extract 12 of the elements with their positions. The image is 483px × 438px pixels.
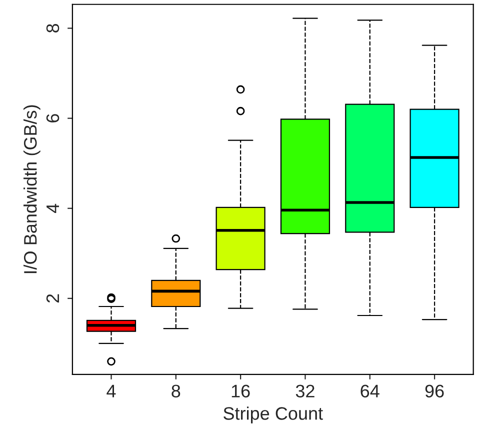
y-axis-title: I/O Bandwidth (GB/s) (24, 105, 40, 274)
y-tick-label: 4 (46, 204, 59, 213)
y-tick-label: 2 (46, 294, 59, 303)
x-tick-label: 64 (360, 384, 380, 398)
x-tick-label: 32 (296, 384, 314, 398)
x-tick-label: 16 (232, 384, 250, 398)
x-axis-title: Stripe Count (224, 406, 323, 424)
x-tick-label: 96 (425, 384, 444, 398)
y-tick-label: 8 (46, 24, 60, 32)
x-tick-label: 4 (106, 384, 116, 398)
x-tick-label: 8 (172, 384, 180, 398)
y-tick-label: 6 (46, 114, 60, 122)
